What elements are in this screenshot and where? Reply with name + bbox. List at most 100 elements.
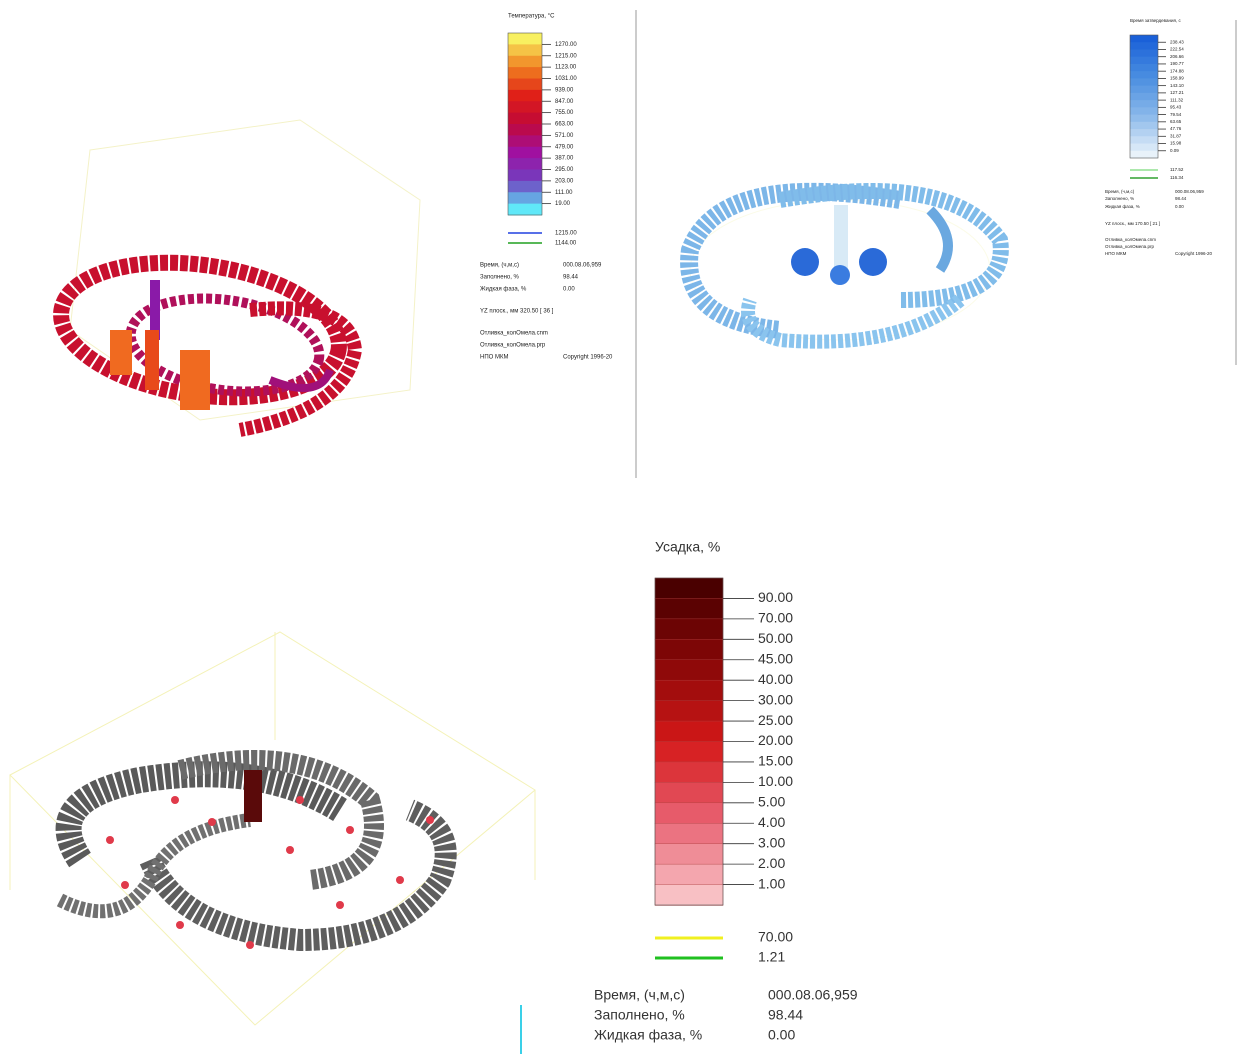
- legend-swatch: [508, 192, 542, 205]
- legend-label: 1270.00: [555, 42, 577, 48]
- file-name: Отливка_колОмела.prp: [480, 343, 546, 349]
- legend-label: 1215.00: [555, 53, 577, 59]
- legend-swatch: [1130, 92, 1158, 101]
- legend-label: 0.09: [1170, 148, 1179, 153]
- legend-panel: Время затвердевания, с 238.43 222.54 206.66…: [1105, 18, 1213, 256]
- plane-info: YZ плоск., мм 320.50 [ 36 ]: [480, 309, 554, 315]
- legend-title: Усадка, %: [655, 539, 720, 555]
- info-value: 0.00: [768, 1027, 795, 1043]
- iso-line-label: 70.00: [758, 929, 793, 945]
- legend-swatch: [654, 639, 724, 661]
- legend-swatch: [508, 89, 542, 102]
- legend-swatch: [654, 659, 724, 681]
- info-key: Заполнено, %: [594, 1007, 685, 1023]
- legend-label: 3.00: [758, 834, 785, 850]
- info-key: Жидкая фаза, %: [480, 287, 527, 293]
- legend-label: 111.32: [1170, 97, 1184, 102]
- legend-swatch: [508, 33, 542, 45]
- legend-label: 295.00: [555, 167, 574, 173]
- info-key: Время, (ч,м,с): [1105, 189, 1135, 194]
- company: НПО МКМ: [480, 355, 508, 361]
- legend-title: Температура, °С: [508, 14, 555, 20]
- legend-label: 847.00: [555, 99, 574, 105]
- info-value: 98.44: [563, 275, 579, 281]
- legend-swatch: [1130, 78, 1158, 87]
- legend-swatch: [654, 700, 724, 722]
- legend-swatch: [1130, 107, 1158, 116]
- legend-swatch: [508, 78, 542, 91]
- info-value: 98.44: [1175, 196, 1187, 201]
- legend-swatch: [508, 146, 542, 159]
- render-solidification: [680, 182, 1009, 349]
- legend-swatch: [508, 44, 542, 57]
- legend-swatch: [1130, 56, 1158, 65]
- company: НПО МКМ: [1105, 251, 1127, 256]
- legend-label: 63.65: [1170, 119, 1182, 124]
- legend-title: Время затвердевания, с: [1130, 18, 1181, 23]
- legend-swatch: [1130, 129, 1158, 137]
- legend-swatch: [654, 761, 724, 784]
- legend-label: 25.00: [758, 712, 793, 728]
- legend-swatch: [1130, 121, 1158, 130]
- legend-swatch: [508, 203, 542, 216]
- legend-panel: Температура, °С 1270.00 1215.00 1123.00 1031…: [480, 14, 613, 361]
- legend-swatch: [1130, 150, 1158, 159]
- iso-line-label: 1144.00: [555, 241, 577, 247]
- legend-frame: [1129, 34, 1159, 159]
- legend-label: 2.00: [758, 855, 785, 871]
- iso-line-label: 1.21: [758, 949, 785, 965]
- legend-swatch: [508, 55, 542, 68]
- info-value: 000.08.06,959: [563, 263, 602, 269]
- legend-swatch: [508, 124, 542, 136]
- legend-label: 90.00: [758, 589, 793, 605]
- render-temperature: [53, 119, 421, 437]
- legend-label: 203.00: [555, 178, 574, 184]
- legend-swatch: [654, 782, 724, 804]
- legend-swatch: [654, 577, 724, 600]
- info-value: 98.44: [768, 1007, 803, 1023]
- file-name: Отливка_колОмела.cnm: [1105, 237, 1156, 242]
- info-value: 000.08.06,959: [768, 987, 858, 1003]
- legend-swatch: [654, 618, 724, 641]
- legend-label: 4.00: [758, 814, 785, 830]
- legend-label: 1.00: [758, 875, 785, 891]
- legend-label: 19.00: [555, 201, 571, 207]
- legend-label: 206.66: [1170, 54, 1184, 59]
- legend-label: 47.76: [1170, 126, 1182, 131]
- info-value: 000.08.06,959: [1175, 189, 1204, 194]
- legend-swatch: [508, 180, 542, 193]
- legend-label: 50.00: [758, 630, 793, 646]
- legend-swatch: [1130, 85, 1158, 94]
- legend-swatch: [508, 112, 542, 125]
- legend-swatch: [1130, 100, 1158, 108]
- legend-swatch: [654, 884, 724, 906]
- legend-label: 95.43: [1170, 105, 1182, 110]
- file-name: Отливка_колОмела.cnm: [480, 331, 548, 337]
- legend-swatch: [1130, 63, 1158, 72]
- render-shrinkage: [9, 631, 536, 1026]
- legend-swatch: [1130, 143, 1158, 152]
- legend-label: 1031.00: [555, 76, 577, 82]
- legend-label: 45.00: [758, 650, 793, 666]
- legend-label: 387.00: [555, 156, 574, 162]
- legend-swatch: [1130, 49, 1158, 58]
- legend-swatch: [654, 843, 724, 865]
- legend-label: 755.00: [555, 110, 574, 116]
- legend-swatch: [654, 802, 724, 824]
- legend-label: 939.00: [555, 87, 574, 93]
- legend-label: 15.98: [1170, 141, 1182, 146]
- info-key: Время, (ч,м,с): [480, 263, 519, 269]
- legend-label: 10.00: [758, 773, 793, 789]
- legend-label: 571.00: [555, 133, 574, 139]
- legend-label: 127.21: [1170, 90, 1184, 95]
- legend-swatch: [654, 679, 724, 702]
- legend-swatch: [508, 158, 542, 170]
- info-key: Жидкая фаза, %: [594, 1027, 702, 1043]
- legend-swatch: [508, 67, 542, 79]
- copyright: Copyright 1996-20: [563, 355, 613, 361]
- copyright: Copyright 1996-20: [1175, 251, 1213, 256]
- legend-label: 5.00: [758, 794, 785, 810]
- legend-label: 663.00: [555, 122, 574, 128]
